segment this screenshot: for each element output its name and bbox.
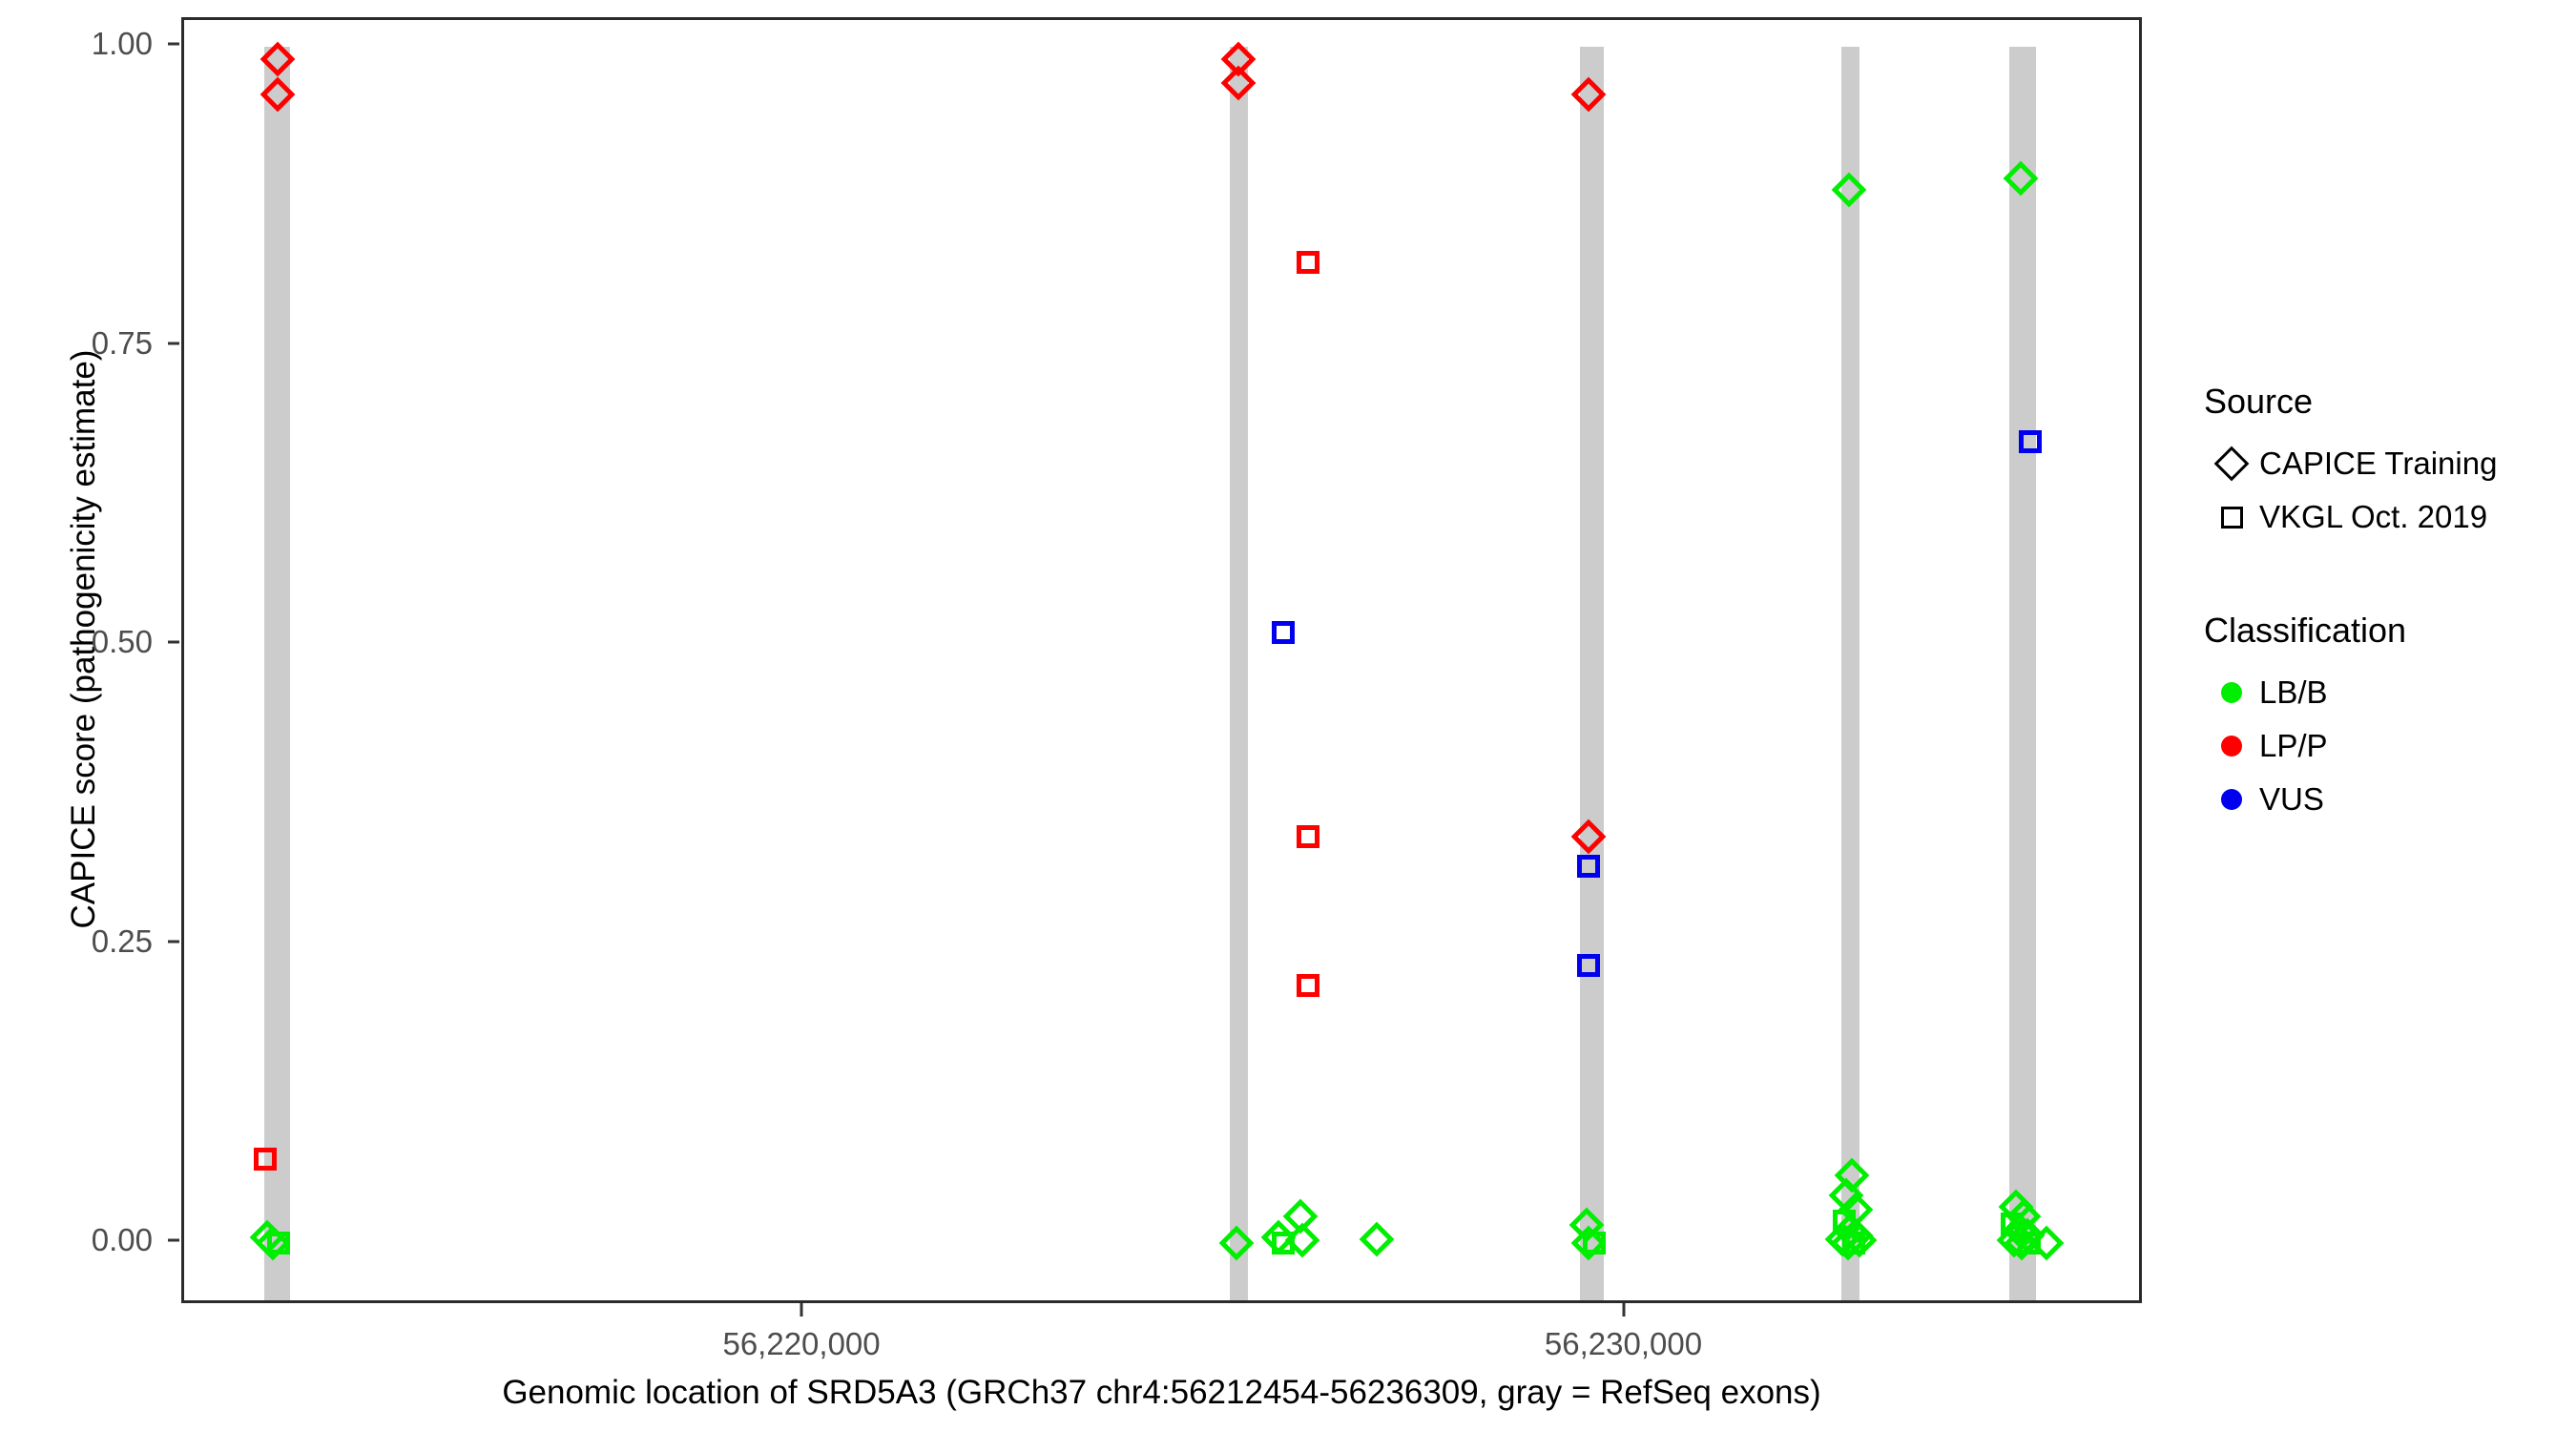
data-point <box>1583 1232 1606 1255</box>
data-point <box>254 1148 277 1172</box>
data-point <box>1220 65 1257 100</box>
open-diamond-icon <box>2204 446 2259 482</box>
data-point <box>1297 250 1319 274</box>
legend-classification-title: Classification <box>2204 611 2407 650</box>
legend-label: LB/B <box>2259 674 2328 710</box>
data-point <box>1359 1221 1395 1257</box>
y-tick-label: 0.00 <box>91 1222 153 1257</box>
data-point <box>267 1232 290 1255</box>
legend-source-title: Source <box>2204 382 2314 421</box>
data-point <box>1577 954 1600 978</box>
data-point <box>2018 1232 2041 1255</box>
legend-classification-group: Classification LB/B LP/P VUS <box>2204 611 2566 826</box>
exon-bar <box>1841 47 1859 1300</box>
x-axis-title: Genomic location of SRD5A3 (GRCh37 chr4:… <box>502 1374 1821 1411</box>
data-point <box>2001 1212 2024 1235</box>
x-tick-mark <box>1622 1303 1625 1317</box>
y-tick-label: 1.00 <box>91 26 153 61</box>
legend-label: CAPICE Training <box>2259 446 2498 481</box>
x-tick-label: 56,220,000 <box>722 1326 881 1361</box>
data-point <box>1831 173 1867 208</box>
legend-label: VUS <box>2259 781 2324 817</box>
exon-bar <box>2009 47 2036 1300</box>
open-square-icon <box>2204 506 2259 529</box>
data-point <box>1833 1210 1856 1234</box>
x-tick-label: 56,230,000 <box>1544 1326 1703 1361</box>
data-point <box>1272 1232 1295 1255</box>
data-point <box>2019 429 2042 453</box>
legend: Source CAPICE Training VKGL Oct. 2019 Cl… <box>2204 382 2566 893</box>
data-point <box>1272 621 1295 645</box>
legend-label: VKGL Oct. 2019 <box>2259 499 2488 534</box>
x-tick-mark <box>800 1303 803 1317</box>
legend-item-vkgl[interactable]: VKGL Oct. 2019 <box>2204 490 2566 544</box>
y-tick-mark <box>168 42 179 46</box>
legend-source-group: Source CAPICE Training VKGL Oct. 2019 <box>2204 382 2566 544</box>
green-dot-icon <box>2204 682 2259 703</box>
data-point <box>1577 854 1600 878</box>
legend-item-lpp[interactable]: LP/P <box>2204 719 2566 773</box>
legend-item-vus[interactable]: VUS <box>2204 773 2566 826</box>
exon-bar <box>264 47 290 1300</box>
y-tick-label: 0.50 <box>91 624 153 659</box>
y-tick-mark <box>168 640 179 644</box>
data-point <box>1297 974 1319 998</box>
legend-label: LP/P <box>2259 728 2328 763</box>
y-tick-mark <box>168 940 179 943</box>
legend-item-lbb[interactable]: LB/B <box>2204 666 2566 719</box>
exon-bar <box>1230 47 1248 1300</box>
plot-panel <box>181 17 2142 1303</box>
y-tick-label: 0.75 <box>91 324 153 361</box>
legend-item-capice-training[interactable]: CAPICE Training <box>2204 437 2566 490</box>
y-tick-mark <box>168 342 179 344</box>
y-tick-label: 0.25 <box>91 923 153 959</box>
y-tick-mark <box>168 1238 179 1242</box>
exon-bar <box>1580 47 1604 1300</box>
data-point <box>1218 1225 1255 1261</box>
data-point <box>1842 1232 1865 1255</box>
red-dot-icon <box>2204 736 2259 757</box>
data-point <box>1297 824 1319 848</box>
blue-dot-icon <box>2204 789 2259 810</box>
